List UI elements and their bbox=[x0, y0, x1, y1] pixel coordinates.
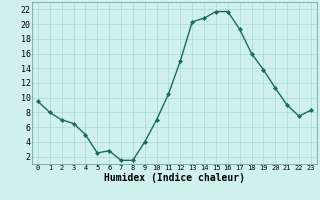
X-axis label: Humidex (Indice chaleur): Humidex (Indice chaleur) bbox=[104, 173, 245, 183]
